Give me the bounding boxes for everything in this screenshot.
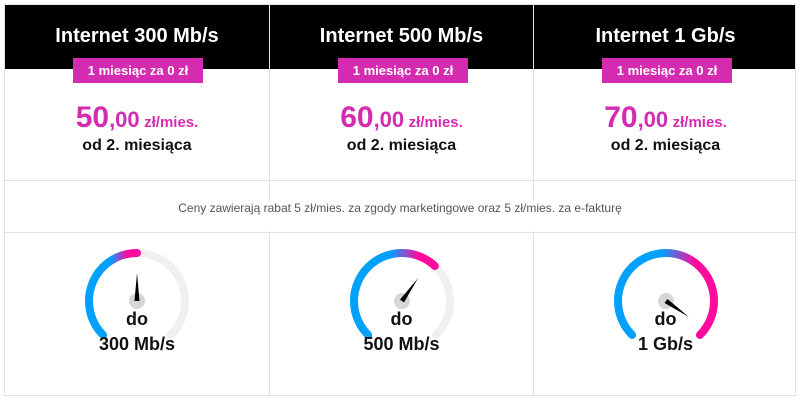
- plan-title: Internet 500 Mb/s: [319, 25, 484, 47]
- price-unit: zł/mies.: [408, 114, 463, 131]
- plan-column: Internet 300 Mb/s 1 miesiąc za 0 zł 50,0…: [5, 5, 269, 395]
- promo-badge: 1 miesiąc za 0 zł: [602, 58, 732, 83]
- gauge-fill: [350, 249, 439, 339]
- plan-column: Internet 1 Gb/s 1 miesiąc za 0 zł 70,00 …: [533, 5, 797, 395]
- speed-value: 300 Mb/s: [98, 334, 176, 354]
- speed-gauge-icon: [85, 249, 189, 339]
- speed-value: 500 Mb/s: [363, 334, 440, 354]
- price-from-label: od 2. miesiąca: [82, 137, 192, 154]
- plan-column: Internet 500 Mb/s 1 miesiąc za 0 zł 60,0…: [269, 5, 533, 395]
- plan-title: Internet 300 Mb/s: [55, 25, 219, 47]
- price-unit: zł/mies.: [672, 114, 727, 131]
- price-from-label: od 2. miesiąca: [610, 137, 721, 154]
- gauge-needle: [399, 278, 419, 303]
- price-integer: 60: [340, 101, 374, 134]
- speed-gauge-icon: [614, 249, 718, 339]
- price-decimal: ,00: [109, 107, 140, 132]
- speed-value: 1 Gb/s: [637, 334, 694, 354]
- pricing-note: Ceny zawierają rabat 5 zł/mies. za zgody…: [5, 201, 795, 231]
- speed-prefix: do: [390, 309, 413, 329]
- price-decimal: ,00: [373, 107, 405, 132]
- plan-title: Internet 1 Gb/s: [595, 25, 736, 47]
- promo-badge: 1 miesiąc za 0 zł: [338, 58, 468, 83]
- plan-price: 70,00 zł/mies.: [534, 101, 797, 135]
- speed-prefix: do: [654, 309, 677, 329]
- promo-badge: 1 miesiąc za 0 zł: [73, 58, 203, 83]
- gauge-fill: [85, 249, 141, 339]
- price-unit: zł/mies.: [144, 114, 199, 131]
- gauge-needle: [664, 298, 689, 318]
- price-decimal: ,00: [637, 107, 669, 132]
- divider: [5, 180, 795, 181]
- divider: [5, 232, 795, 233]
- speed-prefix: do: [126, 309, 148, 329]
- speed-gauge-icon: [350, 249, 454, 339]
- plans-comparison: Internet 300 Mb/s 1 miesiąc za 0 zł 50,0…: [4, 4, 796, 396]
- price-integer: 50: [75, 101, 110, 134]
- plan-price: 50,00 zł/mies.: [5, 101, 269, 135]
- plan-price: 60,00 zł/mies.: [270, 101, 533, 135]
- gauge-fill: [614, 249, 718, 339]
- price-integer: 70: [604, 101, 638, 134]
- price-from-label: od 2. miesiąca: [346, 137, 457, 154]
- gauge-needle: [134, 273, 140, 301]
